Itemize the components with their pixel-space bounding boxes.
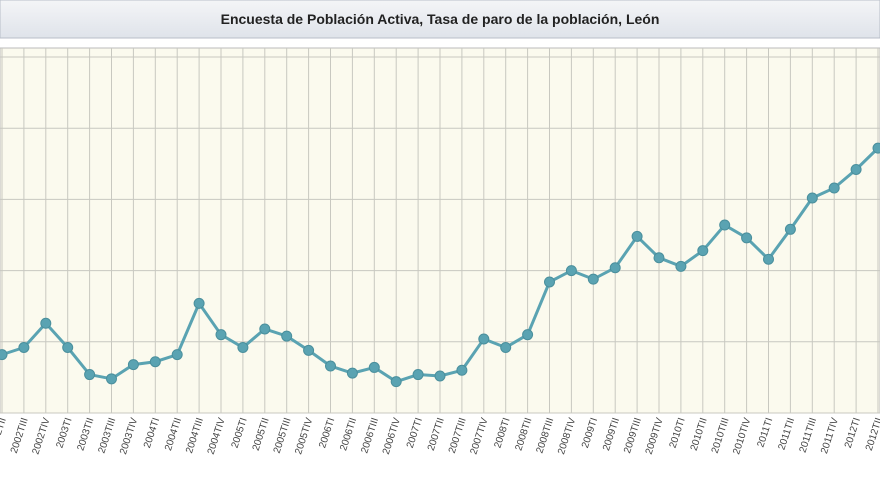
data-point <box>784 223 796 235</box>
data-point <box>565 265 577 277</box>
data-point <box>719 219 731 231</box>
x-tick-label: 2003TI <box>54 417 74 450</box>
x-tick-label: 2002TIII <box>9 417 31 455</box>
x-tick-label: 2007TII <box>426 417 447 453</box>
x-tick-label: 2012TII <box>864 417 880 453</box>
data-point <box>763 253 774 265</box>
data-point <box>62 341 74 353</box>
x-tick-label: 2007TIV <box>469 416 491 456</box>
data-point <box>106 373 117 385</box>
x-tick-label: 2005TII <box>251 417 272 453</box>
x-tick-label: 2006TII <box>338 417 359 453</box>
x-tick-label: 2007TI <box>405 417 425 450</box>
x-tick-label: 2003TIV <box>118 416 140 456</box>
x-tick-label: 2004TI <box>142 417 162 450</box>
x-tick-label: 2011TIII <box>798 417 820 455</box>
x-tick-label: 2009TIV <box>644 416 666 456</box>
x-tick-label: 2002TII <box>0 417 9 453</box>
x-tick-label: 2002TIV <box>31 416 53 456</box>
data-point <box>872 142 880 154</box>
title-bar <box>0 0 880 39</box>
data-point <box>675 260 687 272</box>
data-point <box>828 182 840 194</box>
data-point <box>303 344 315 356</box>
x-tick-label: 2008TIV <box>556 416 578 456</box>
data-point <box>281 330 293 342</box>
x-tick-label: 2009TII <box>601 417 622 453</box>
data-point <box>544 276 555 288</box>
x-tick-label: 2006TI <box>317 417 337 450</box>
x-tick-label: 2005TIII <box>272 417 294 455</box>
data-point <box>325 360 336 372</box>
data-point <box>215 329 227 341</box>
data-point <box>346 367 358 379</box>
data-point <box>631 230 643 242</box>
x-tick-label: 2011TI <box>756 417 776 449</box>
x-tick-label: 2003TIII <box>97 417 119 455</box>
data-point <box>850 163 862 175</box>
data-point <box>697 245 709 257</box>
data-point <box>259 323 271 335</box>
x-tick-label: 2006TIII <box>359 417 381 455</box>
data-point <box>653 252 665 264</box>
x-tick-label: 2009TI <box>580 417 600 450</box>
x-tick-label: 2006TIV <box>381 416 403 456</box>
chart-title: Encuesta de Población Activa, Tasa de pa… <box>221 11 660 27</box>
data-point <box>127 359 139 371</box>
x-tick-label: 2008TI <box>492 417 512 450</box>
x-tick-label: 2004TII <box>163 417 184 453</box>
data-point <box>587 273 599 285</box>
x-tick-label: 2004TIII <box>184 417 206 455</box>
data-point <box>40 317 52 329</box>
x-tick-label: 2007TIII <box>447 417 469 455</box>
x-tick-label: 2011TIV <box>819 416 841 455</box>
data-point <box>522 329 534 341</box>
data-point <box>806 192 818 204</box>
x-tick-label: 2005TI <box>230 417 250 450</box>
x-tick-label: 2003TII <box>76 417 97 453</box>
x-tick-label: 2010TI <box>668 417 688 450</box>
data-point <box>609 262 621 274</box>
x-tick-label: 2008TIII <box>535 417 557 455</box>
x-tick-label: 2009TIII <box>622 417 644 455</box>
x-tick-label: 2005TIV <box>293 416 315 456</box>
data-point <box>84 369 96 381</box>
x-tick-label: 2010TIV <box>731 416 753 456</box>
data-point <box>0 349 8 361</box>
x-tick-label: 2011TII <box>777 417 798 452</box>
x-tick-label: 2010TII <box>689 417 710 453</box>
data-point <box>171 349 183 361</box>
data-point <box>390 376 402 388</box>
data-point <box>741 232 753 244</box>
data-point <box>412 369 424 381</box>
data-point <box>478 333 490 345</box>
data-point <box>500 341 512 353</box>
data-point <box>434 370 446 382</box>
data-point <box>193 297 205 309</box>
x-tick-label: 2012TI <box>843 417 863 450</box>
data-point <box>18 341 30 353</box>
data-point <box>237 341 249 353</box>
data-point <box>368 361 380 373</box>
x-tick-label: 2010TIII <box>710 417 732 455</box>
data-point <box>149 356 161 368</box>
x-tick-label: 2008TII <box>514 417 535 453</box>
data-point <box>456 364 468 376</box>
x-tick-label: 2004TIV <box>206 416 228 456</box>
